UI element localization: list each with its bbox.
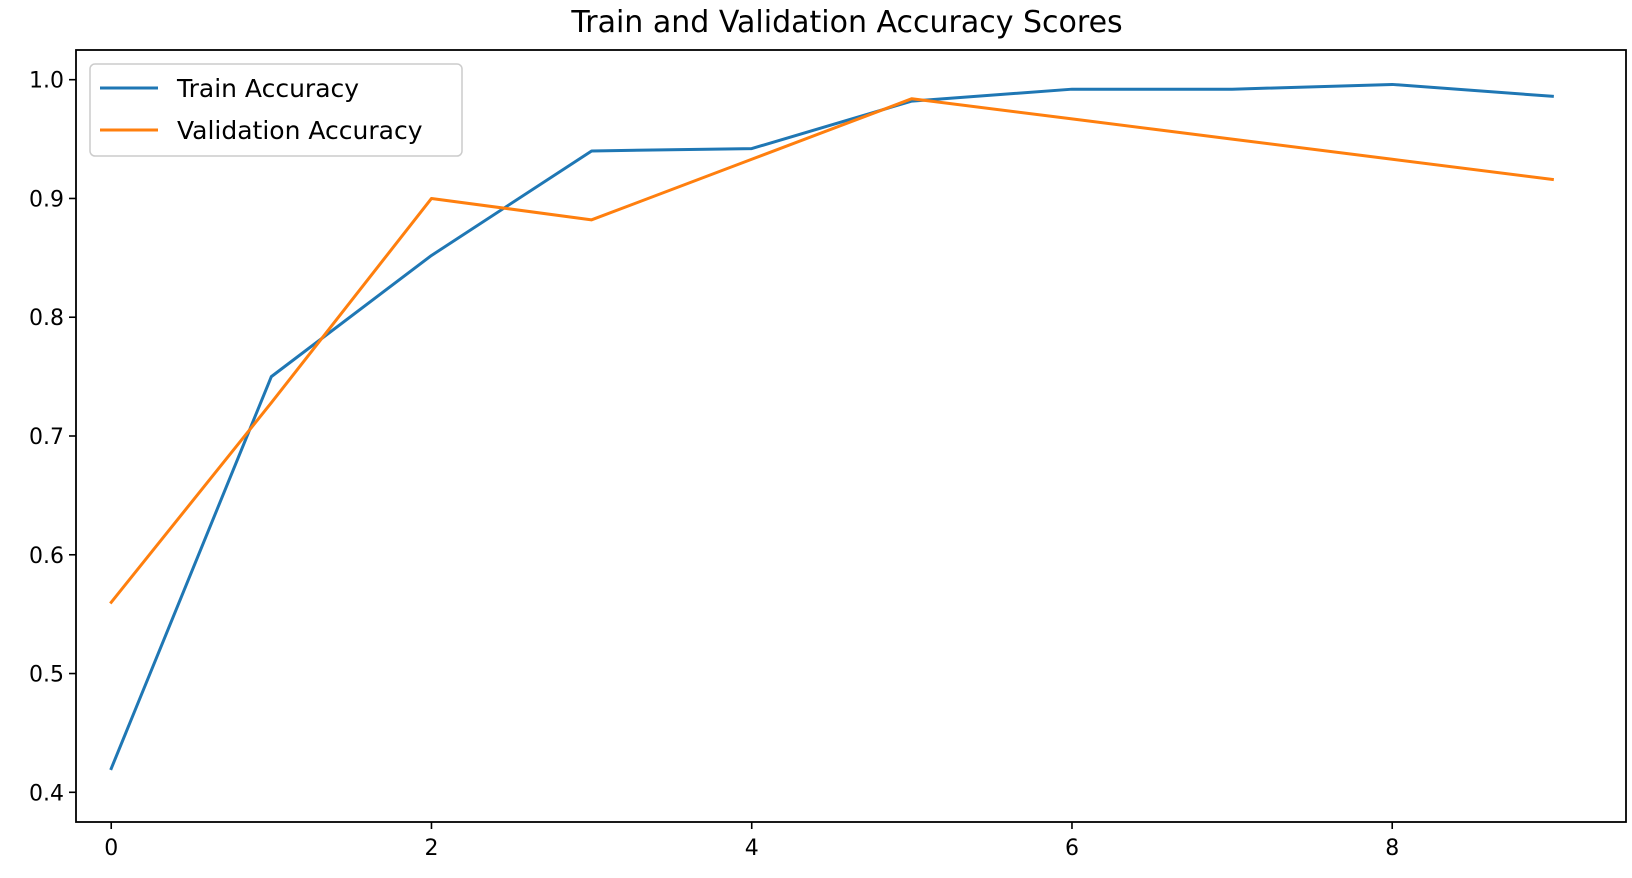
y-tick-label: 0.8 xyxy=(29,306,64,331)
y-tick-label: 0.9 xyxy=(29,187,64,212)
y-tick-label: 1.0 xyxy=(29,69,64,94)
legend-label-1: Train Accuracy xyxy=(176,74,359,103)
series-layer xyxy=(109,82,1555,771)
y-tick-label: 0.5 xyxy=(29,663,64,688)
x-tick-label: 6 xyxy=(1065,836,1079,861)
x-tick-label: 0 xyxy=(104,836,118,861)
y-tick-label: 0.4 xyxy=(29,781,64,806)
ticks-layer: 0 2 4 6 8 0.4 0.5 0.6 0.7 0.8 0.9 1.0 xyxy=(29,69,1399,861)
x-tick-label: 8 xyxy=(1385,836,1399,861)
y-tick-label: 0.7 xyxy=(29,425,64,450)
legend-box xyxy=(89,63,463,157)
x-tick-label: 2 xyxy=(424,836,438,861)
legend: Train Accuracy Validation Accuracy xyxy=(89,63,463,157)
chart-title: Train and Validation Accuracy Scores xyxy=(570,5,1122,40)
legend-label-2: Validation Accuracy xyxy=(177,116,423,145)
x-tick-label: 4 xyxy=(745,836,759,861)
series-line-2 xyxy=(109,97,1555,605)
y-tick-label: 0.6 xyxy=(29,544,64,569)
series-line-1 xyxy=(109,82,1554,771)
